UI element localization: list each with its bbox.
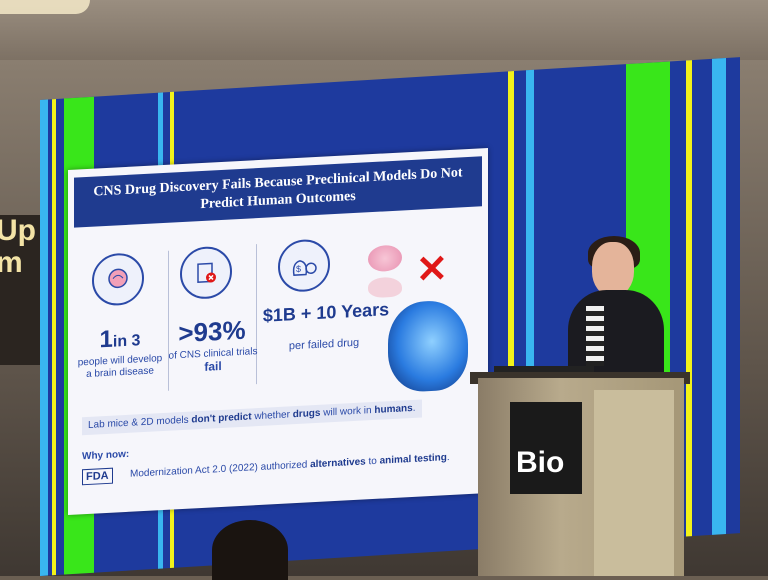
- banner-text: Lab mice & 2D models: [88, 414, 192, 431]
- fda-logo: FDA: [82, 467, 113, 486]
- lab-mouse-image: [368, 276, 402, 299]
- left-banner-line-2: m: [0, 246, 23, 279]
- podium-side-panel: [594, 390, 674, 576]
- fda-text-part: Modernization Act 2.0 (2022) authorized: [130, 459, 311, 480]
- speaker-striped-shirt: [586, 306, 604, 366]
- fda-text-part: .: [446, 451, 450, 464]
- fda-modernization-text: Modernization Act 2.0 (2022) authorized …: [130, 452, 450, 480]
- clipboard-x-icon: [180, 245, 232, 301]
- podium-logo: Bio: [510, 402, 582, 494]
- left-banner-line-1: Up: [0, 214, 36, 247]
- banner-text: will work in: [320, 404, 375, 419]
- ceiling-light: [0, 0, 90, 14]
- screen-stripe: [40, 99, 48, 577]
- fda-text-emphasis: alternatives: [310, 456, 366, 471]
- podium-logo-text: Bio: [516, 446, 565, 479]
- human-brain-image: [388, 299, 468, 394]
- banner-emphasis: humans: [374, 402, 413, 416]
- screen-stripe: [712, 58, 726, 535]
- presentation-slide: CNS Drug Discovery Fails Because Preclin…: [68, 147, 488, 515]
- why-now-label: Why now:: [82, 448, 130, 463]
- left-banner: Up m: [0, 215, 40, 365]
- stat-one-in-three: 1in 3: [78, 323, 162, 355]
- speaker-head: [592, 242, 634, 296]
- banner-text: .: [412, 402, 416, 414]
- stat-ninety-three: >93%: [178, 314, 246, 349]
- stat-cost: $1B + 10 Years: [262, 299, 390, 326]
- svg-text:$: $: [296, 264, 301, 274]
- models-banner: Lab mice & 2D models don't predict wheth…: [82, 399, 422, 436]
- red-x-icon: ✕: [416, 248, 448, 292]
- screen-stripe: [52, 99, 56, 576]
- fda-text-emphasis: animal testing: [379, 452, 447, 467]
- stat-caption-cost: per failed drug: [288, 336, 360, 353]
- money-clock-icon: $: [278, 238, 330, 293]
- stat-value-in-three: in 3: [112, 332, 141, 351]
- ceiling: [0, 0, 768, 60]
- banner-emphasis: don't predict: [191, 411, 252, 426]
- fda-text-part: to: [365, 455, 380, 468]
- slide-title: CNS Drug Discovery Fails Because Preclin…: [74, 156, 482, 228]
- stat-value-one: 1: [99, 325, 113, 354]
- cell-culture-image: [368, 244, 402, 273]
- brain-icon: [92, 252, 144, 307]
- banner-text: whether: [251, 409, 293, 423]
- banner-emphasis: drugs: [292, 407, 321, 421]
- screen-stripe: [686, 60, 692, 537]
- stat-caption-brain: people will develop a brain disease: [74, 353, 166, 382]
- audience-member-head: [212, 520, 288, 580]
- stat-caption-trials: of CNS clinical trials fail: [168, 346, 258, 375]
